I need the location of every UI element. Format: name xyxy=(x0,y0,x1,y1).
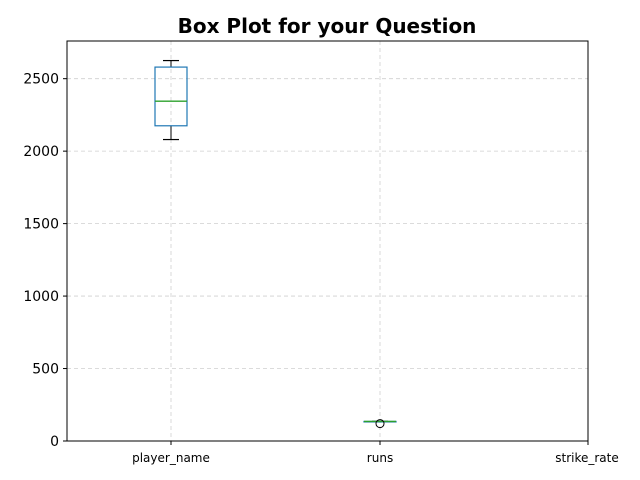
iqr-box xyxy=(154,66,188,127)
x-tick-label: strike_rate xyxy=(555,451,619,465)
y-tick-label: 500 xyxy=(32,362,59,378)
y-tick-label: 1500 xyxy=(23,217,59,233)
x-tick-label: player_name xyxy=(132,451,210,465)
boxes-layer xyxy=(154,59,397,429)
plot-frame xyxy=(66,40,589,442)
outlier-point xyxy=(375,419,385,429)
box-group-runs xyxy=(363,419,397,429)
box-group-player_name xyxy=(154,59,188,141)
ticks-layer: 0 500 1000 1500 2000 2500 player_name runs strik… xyxy=(23,72,618,465)
x-tick-label: runs xyxy=(367,451,393,465)
grid-layer xyxy=(67,41,589,442)
y-tick-label: 2000 xyxy=(23,144,59,160)
y-tick-label: 1000 xyxy=(23,289,59,305)
chart-title: Box Plot for your Question xyxy=(178,14,477,38)
y-tick-label: 0 xyxy=(50,434,59,450)
y-tick-label: 2500 xyxy=(23,72,59,88)
